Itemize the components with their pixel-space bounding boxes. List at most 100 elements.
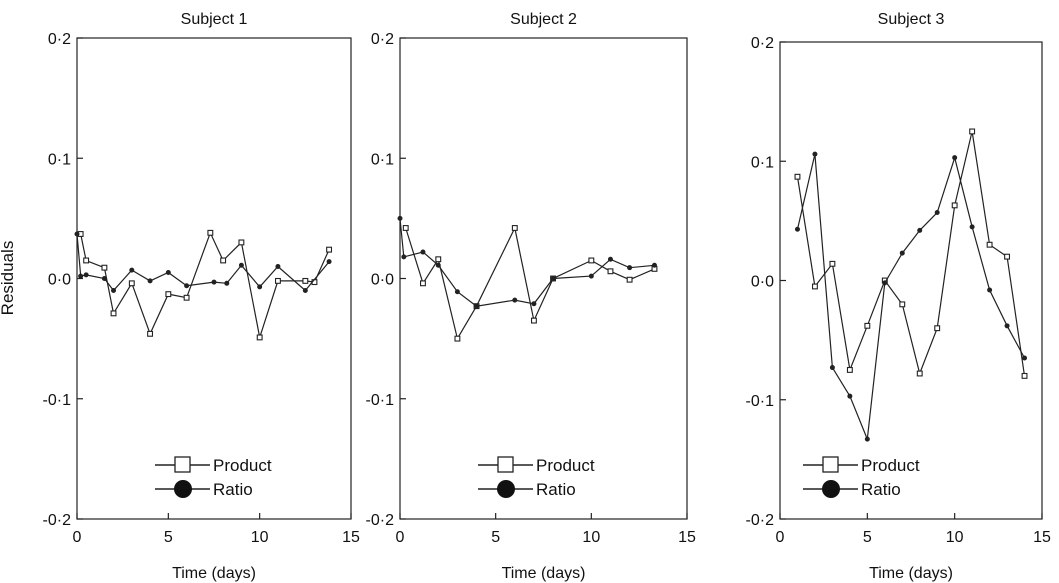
legend-product-marker [497,456,514,473]
legend-ratio-label: Ratio [536,480,576,499]
data-point-product [1004,253,1011,260]
data-point-product [183,294,190,301]
x-axis-label: Time (days) [502,565,586,582]
data-point-ratio [1022,355,1028,361]
data-point-ratio [224,280,230,286]
legend-ratio-label: Ratio [213,480,253,499]
data-point-ratio [882,280,888,286]
data-point-ratio [588,273,594,279]
legend-ratio-marker [174,480,192,498]
plot-frame [76,37,352,520]
data-point-product [147,330,154,337]
data-point-ratio [147,278,153,284]
data-point-ratio [812,151,818,157]
data-point-ratio [969,224,975,230]
data-point-product [101,264,108,271]
data-point-product [302,277,309,284]
legend-product-marker [174,456,191,473]
series-line [405,226,655,341]
data-point-ratio [864,436,870,442]
data-point-product [1021,372,1028,379]
data-point-product [220,257,227,264]
data-point-product [986,241,993,248]
data-point-product [128,280,135,287]
data-point-product [794,173,801,180]
series-line [76,233,330,292]
data-point-product [454,335,461,342]
data-point-ratio [899,250,905,256]
data-point-ratio [401,254,407,260]
legend: Product Ratio [155,456,272,499]
data-point-ratio [934,210,940,216]
x-tick-label: 10 [582,529,600,546]
data-point-ratio [607,256,613,262]
data-point-ratio [474,303,480,309]
data-point-ratio [184,283,190,289]
data-point-product [530,317,537,324]
x-tick-label: 5 [863,529,872,546]
data-point-product [326,246,333,253]
y-tick-label: -0·1 [746,393,775,410]
chart-panel-3: Subject 3 0·2 0·1 0·0 -0·1 -0·20 5 10 15 Time (da… [746,11,1051,582]
data-point-product [951,202,958,209]
data-point-ratio [952,155,958,161]
data-point-ratio [512,297,518,303]
y-tick-label: 0·2 [48,31,71,48]
x-axis-label: Time (days) [172,565,256,582]
y-tick-label: -0·1 [43,392,72,409]
data-point-ratio [78,273,84,279]
legend-ratio-marker [497,480,515,498]
chart-title: Subject 3 [878,11,945,28]
data-point-product [435,256,442,263]
data-point-product [238,239,245,246]
data-point-product [626,276,633,283]
legend-product-label: Product [861,456,920,475]
chart-title: Subject 1 [181,11,248,28]
data-point-ratio [257,284,263,290]
series-line [796,131,1026,376]
y-tick-label: -0·1 [366,392,395,409]
data-point-product [83,257,90,264]
data-point-ratio [435,262,441,268]
legend-product-marker [822,456,839,473]
data-point-ratio [550,275,556,281]
y-tick-label: 0·0 [751,274,774,291]
series-ratio [397,215,657,309]
data-point-ratio [275,263,281,269]
data-point-ratio [454,289,460,295]
data-point-product [934,325,941,332]
series-product [794,128,1028,379]
data-point-product [274,277,281,284]
data-point-ratio [531,301,537,307]
y-axis-label: Residuals [0,241,17,316]
legend-product-label: Product [536,456,595,475]
x-axis-label: Time (days) [869,565,953,582]
data-point-ratio [74,231,80,237]
data-point-product [829,260,836,267]
x-tick-label: 10 [946,529,964,546]
data-point-ratio [917,227,923,233]
data-point-product [811,283,818,290]
data-point-ratio [794,226,800,232]
data-point-ratio [211,279,217,285]
data-point-product [916,370,923,377]
data-point-ratio [83,272,89,278]
data-point-ratio [302,288,308,294]
data-point-product [511,225,518,231]
y-tick-label: 0·0 [48,272,71,289]
x-tick-label: 5 [491,529,500,546]
data-point-ratio [987,287,993,293]
y-tick-label: 0·1 [48,151,71,168]
x-tick-label: 10 [251,529,269,546]
data-point-product [402,225,409,231]
y-tick-label: 0·1 [751,154,774,171]
data-point-product [256,334,263,341]
chart-panel-2: Subject 2 0·2 0·1 0·0 -0·1 -0·20 5 10 15 Time (da… [366,11,696,582]
y-tick-label: 0·2 [751,35,774,52]
x-tick-label: 15 [1033,529,1051,546]
legend-ratio-label: Ratio [861,480,901,499]
data-point-product [899,301,906,308]
data-point-ratio [651,262,657,268]
series-ratio [794,151,1028,442]
